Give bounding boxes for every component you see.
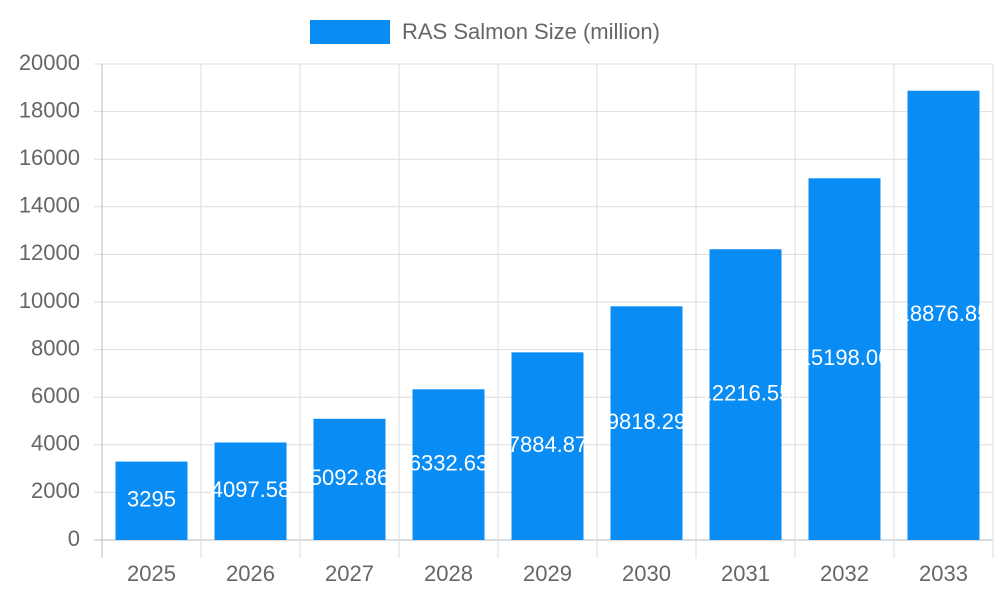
bar [511,352,584,540]
bar [313,418,386,540]
x-tick-label: 2028 [424,561,473,586]
x-tick-label: 2025 [127,561,176,586]
y-tick-label: 8000 [31,335,80,360]
x-tick-label: 2030 [622,561,671,586]
y-tick-label: 2000 [31,478,80,503]
x-tick-label: 2031 [721,561,770,586]
bar [907,90,980,541]
y-tick-label: 12000 [19,240,80,265]
bar [412,389,485,540]
value-label: 15198.06 [799,345,891,370]
y-tick-label: 14000 [19,193,80,218]
bar [214,442,287,540]
value-label: 9818.29 [607,409,687,434]
bar [709,249,782,541]
value-label: 4097.58 [211,477,291,502]
bar [610,306,683,540]
x-tick-label: 2027 [325,561,374,586]
x-tick-label: 2029 [523,561,572,586]
legend-label: RAS Salmon Size (million) [402,19,660,44]
value-label: 12216.55 [700,380,792,405]
y-tick-label: 18000 [19,97,80,122]
y-tick-label: 0 [68,526,80,551]
value-label: 5092.86 [310,465,390,490]
x-tick-label: 2033 [919,561,968,586]
x-tick-label: 2032 [820,561,869,586]
y-tick-label: 16000 [19,145,80,170]
bar [115,461,188,540]
value-label: 3295 [127,487,176,512]
y-tick-label: 20000 [19,50,80,75]
value-label: 6332.63 [409,450,489,475]
value-label: 7884.87 [508,432,588,457]
y-tick-label: 6000 [31,383,80,408]
bar [808,178,881,540]
value-label: 18876.85 [898,301,990,326]
y-tick-label: 4000 [31,431,80,456]
y-tick-label: 10000 [19,288,80,313]
legend-swatch [310,20,390,44]
x-tick-label: 2026 [226,561,275,586]
